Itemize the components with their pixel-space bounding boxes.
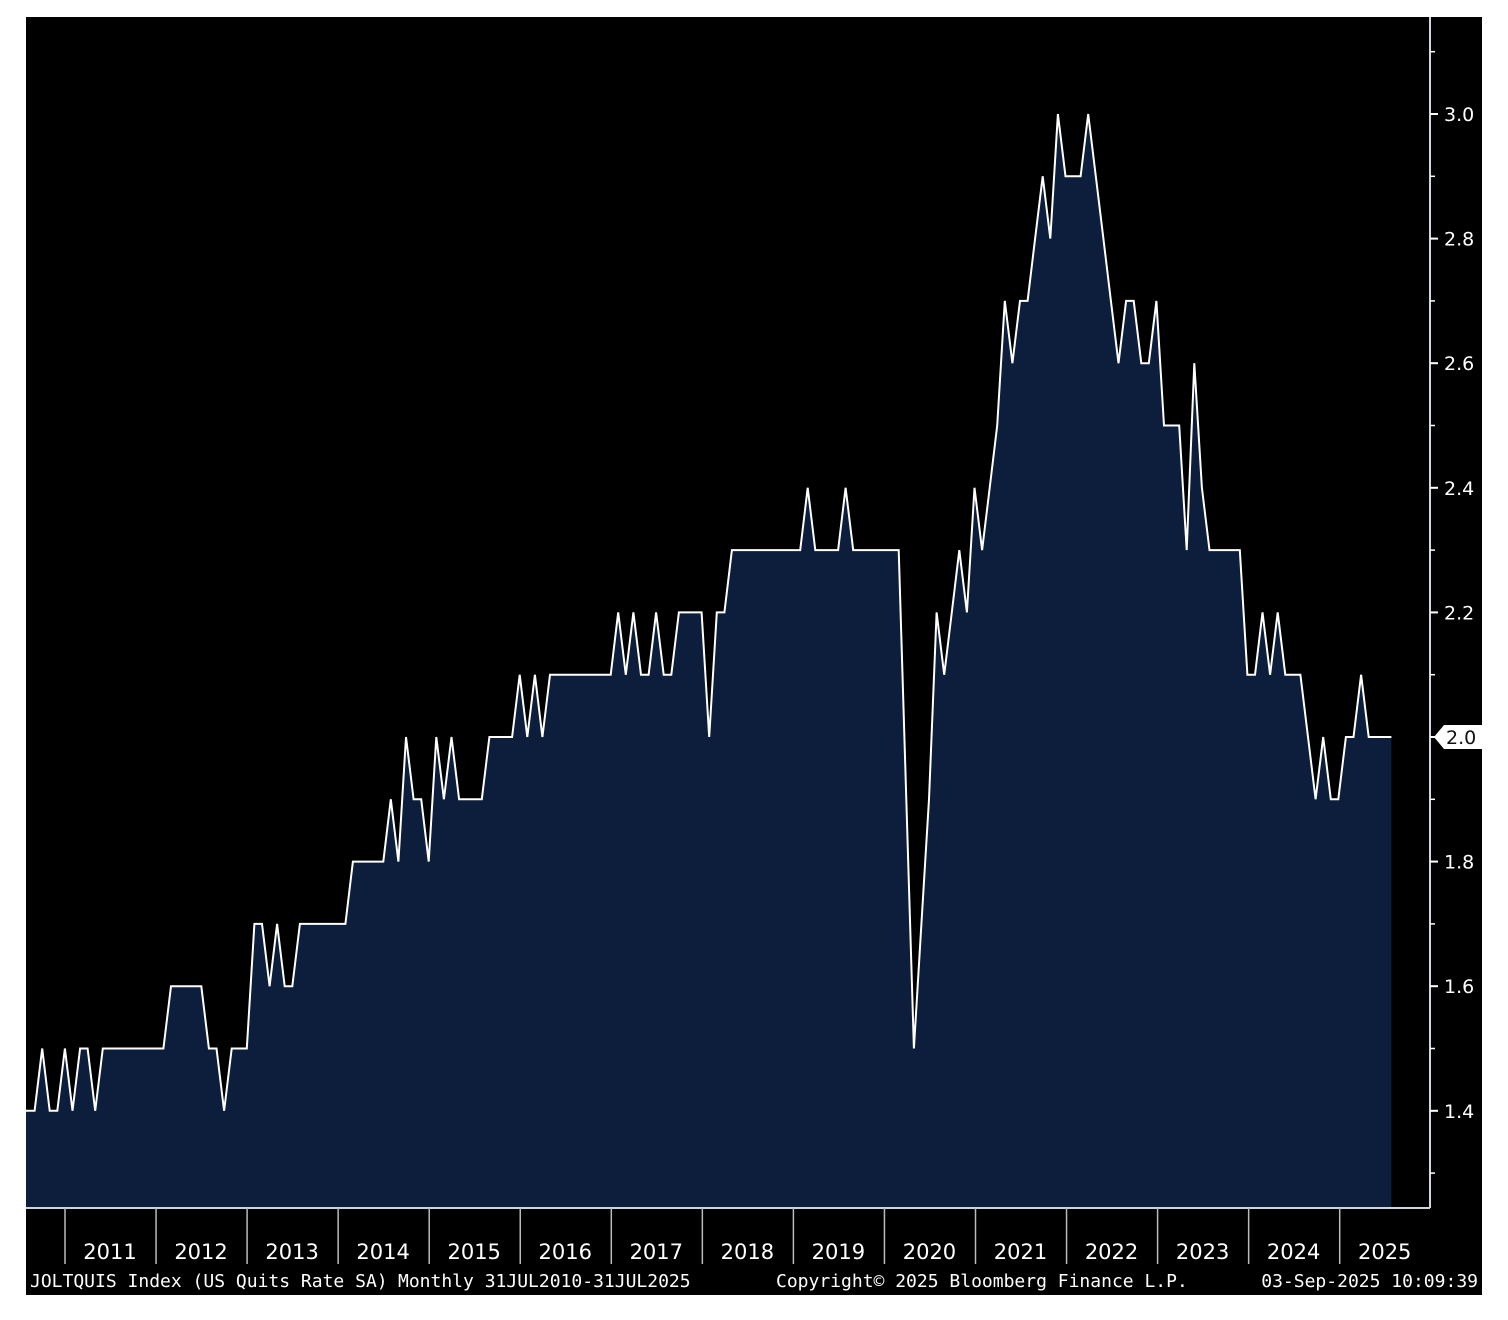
x-tick-label: 2013 (265, 1240, 318, 1264)
y-tick-label: 2.8 (1444, 229, 1474, 251)
x-tick-label: 2024 (1267, 1240, 1320, 1264)
x-tick-label: 2020 (903, 1240, 956, 1264)
y-tick-label: 2.4 (1444, 478, 1474, 500)
y-axis: 1.4 1.6 1.8 2.2 2.4 2.6 2.8 3.0 2.0 (1430, 50, 1482, 1174)
y-tick-label: 2.2 (1444, 602, 1474, 624)
y-tick-label: 1.6 (1444, 976, 1474, 998)
series-line (26, 113, 1392, 1112)
x-tick-label: 2023 (1176, 1240, 1229, 1264)
y-tick-label: 1.4 (1444, 1101, 1474, 1123)
y-tick-label: 2.6 (1444, 353, 1474, 375)
x-tick-label: 2022 (1085, 1240, 1138, 1264)
footer-timestamp: 03-Sep-2025 10:09:39 (1261, 1271, 1478, 1292)
x-tick-label: 2015 (447, 1240, 500, 1264)
footer: JOLTQUIS Index (US Quits Rate SA) Monthl… (30, 1271, 1478, 1292)
x-tick-label: 2011 (83, 1240, 136, 1264)
last-value-label: 2.0 (1446, 727, 1476, 749)
x-tick-label: 2012 (174, 1240, 227, 1264)
x-tick-label: 2016 (539, 1240, 592, 1264)
x-axis: 2011 2012 2013 2014 2015 2016 2017 2018 2019 2020… (64, 1208, 1411, 1264)
y-tick-label: 1.8 (1444, 852, 1474, 874)
x-tick-label: 2017 (630, 1240, 683, 1264)
series-area (26, 114, 1392, 1208)
footer-range: Monthly 31JUL2010-31JUL2025 (398, 1271, 691, 1292)
x-tick-label: 2014 (356, 1240, 409, 1264)
y-tick-label: 3.0 (1444, 104, 1474, 126)
x-tick-label: 2018 (721, 1240, 774, 1264)
x-tick-label: 2019 (812, 1240, 865, 1264)
footer-copyright: Copyright© 2025 Bloomberg Finance L.P. (776, 1271, 1188, 1292)
x-tick-label: 2025 (1358, 1240, 1411, 1264)
last-value-callout (1434, 725, 1482, 749)
x-tick-label: 2021 (994, 1240, 1047, 1264)
footer-series: JOLTQUIS Index (US Quits Rate SA) (30, 1271, 388, 1292)
